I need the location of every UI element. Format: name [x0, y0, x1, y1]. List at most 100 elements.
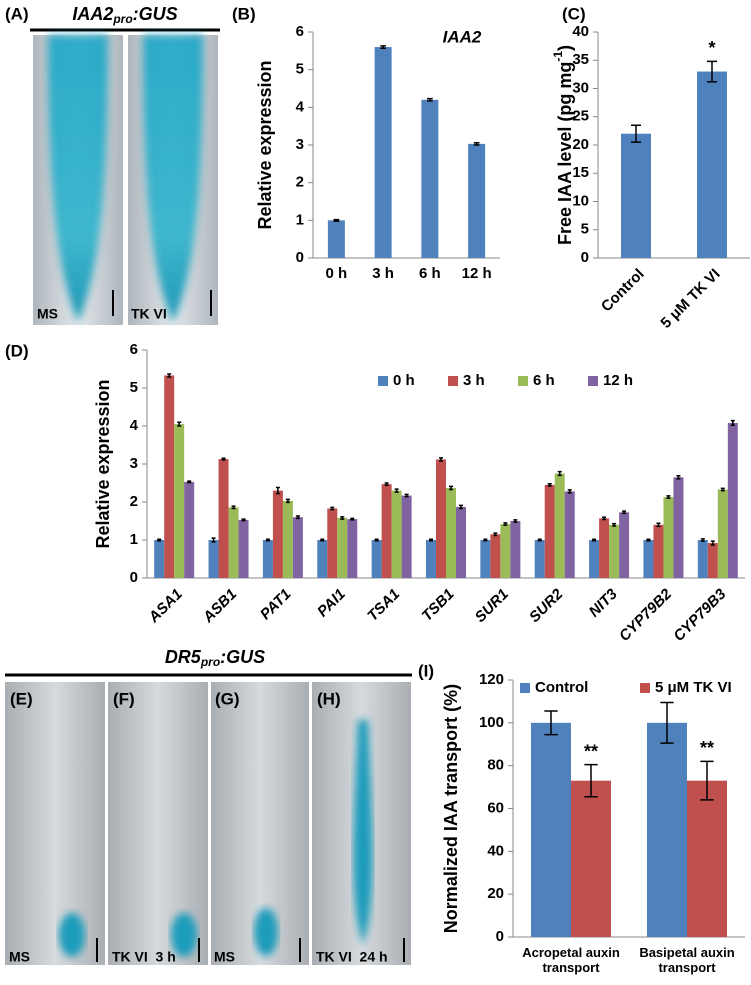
bar [208, 540, 219, 578]
error-bar [557, 470, 562, 477]
legend-label: Control [535, 679, 588, 696]
panel-label: (B) [232, 4, 256, 23]
significance: ** [584, 741, 598, 761]
bar [544, 484, 555, 578]
bar [426, 540, 436, 578]
chart-title: IAA2 [443, 27, 482, 46]
x-tick-label: 3 h [372, 265, 394, 282]
bar [374, 47, 392, 258]
panel-label: (D) [5, 341, 29, 360]
error-bar [707, 60, 717, 83]
y-axis-label: Free IAA level (pg mg-1) [551, 45, 575, 245]
error-bar [646, 538, 651, 542]
panel-label: (C) [562, 4, 586, 23]
error-bar [660, 701, 674, 744]
y-tick-label: 15 [572, 164, 589, 181]
error-bar [710, 540, 715, 546]
bar [317, 540, 328, 578]
y-tick-label: 25 [572, 108, 589, 125]
error-bar [285, 498, 290, 504]
y-tick-label: 2 [296, 174, 304, 191]
y-tick-label: 0 [496, 928, 504, 945]
panel-label: (H) [317, 689, 341, 708]
x-tick-label: Control [598, 266, 648, 316]
bar [164, 375, 175, 578]
legend-label: 3 h [463, 372, 485, 389]
y-tick-label: 40 [572, 23, 589, 40]
bar [174, 424, 185, 578]
y-tick-label: 10 [572, 192, 589, 209]
bar [534, 540, 545, 578]
error-bar [567, 489, 572, 494]
x-tick-label: Acropetal auxin transport [522, 945, 620, 975]
bar [621, 133, 651, 258]
bar [327, 508, 338, 578]
x-tick-label: 12 h [462, 265, 492, 282]
error-bar [157, 538, 162, 542]
bar [673, 477, 684, 578]
y-tick-label: 3 [130, 455, 138, 472]
y-tick-label: 2 [130, 493, 138, 510]
bar [687, 780, 727, 937]
scale-bars [96, 938, 405, 962]
error-bar [676, 475, 681, 480]
x-tick-label: TSB1 [419, 586, 458, 625]
error-bar [350, 517, 355, 521]
bar [554, 473, 565, 578]
error-bar [513, 519, 518, 523]
error-bar [584, 763, 598, 798]
error-bar [473, 141, 480, 146]
error-bar [459, 504, 463, 510]
error-bar [231, 505, 236, 510]
bar [643, 540, 654, 578]
legend-swatch [520, 683, 530, 693]
y-tick-label: 100 [479, 714, 504, 731]
error-bar [394, 488, 399, 493]
gus-stain [48, 35, 108, 322]
title-sub: pro [200, 655, 220, 669]
error-bar [177, 421, 182, 427]
x-tick-label: 5 μM TK VI [657, 266, 723, 332]
bar [446, 487, 456, 578]
y-tick-label: 80 [487, 757, 504, 774]
y-tick-label: 60 [487, 799, 504, 816]
error-bar [666, 495, 671, 499]
y-tick-label: 3 [296, 136, 304, 153]
gus-stain [353, 720, 373, 945]
error-bar [320, 538, 325, 542]
caption: MS [37, 306, 58, 322]
x-tick-label: CYP79B3 [670, 585, 730, 645]
bar [282, 500, 293, 578]
caption: MS [9, 949, 30, 965]
error-bar [592, 538, 597, 542]
panel-label: (I) [418, 661, 434, 680]
bar [663, 497, 674, 578]
bar [421, 99, 439, 258]
bar [571, 780, 611, 937]
error-bar [384, 482, 389, 487]
caption: MS [214, 949, 235, 965]
gus-stain [143, 35, 203, 322]
bar [647, 722, 687, 937]
x-tick-text: Acropetal auxin transport [522, 945, 620, 975]
legend-swatch [378, 376, 388, 386]
y-label-text: Relative expression [93, 379, 113, 548]
y-label-text: Relative expression [255, 60, 275, 229]
y-tick-label: 0 [130, 569, 138, 586]
x-tick-label: SUR2 [526, 585, 567, 626]
legend-swatch [518, 376, 528, 386]
bar [371, 540, 382, 578]
bar [228, 507, 239, 578]
bar [154, 540, 165, 578]
x-tick-label: ASA1 [145, 586, 186, 627]
bar [262, 540, 273, 578]
bar [347, 519, 358, 578]
bar [697, 540, 708, 578]
caption: TK VI [131, 306, 167, 322]
y-label-text: Free IAA level (pg mg [555, 62, 575, 245]
error-bar [631, 124, 641, 143]
legend-swatch [448, 376, 458, 386]
x-tick-label: NIT3 [586, 585, 621, 620]
panel-label: (E) [10, 689, 33, 708]
